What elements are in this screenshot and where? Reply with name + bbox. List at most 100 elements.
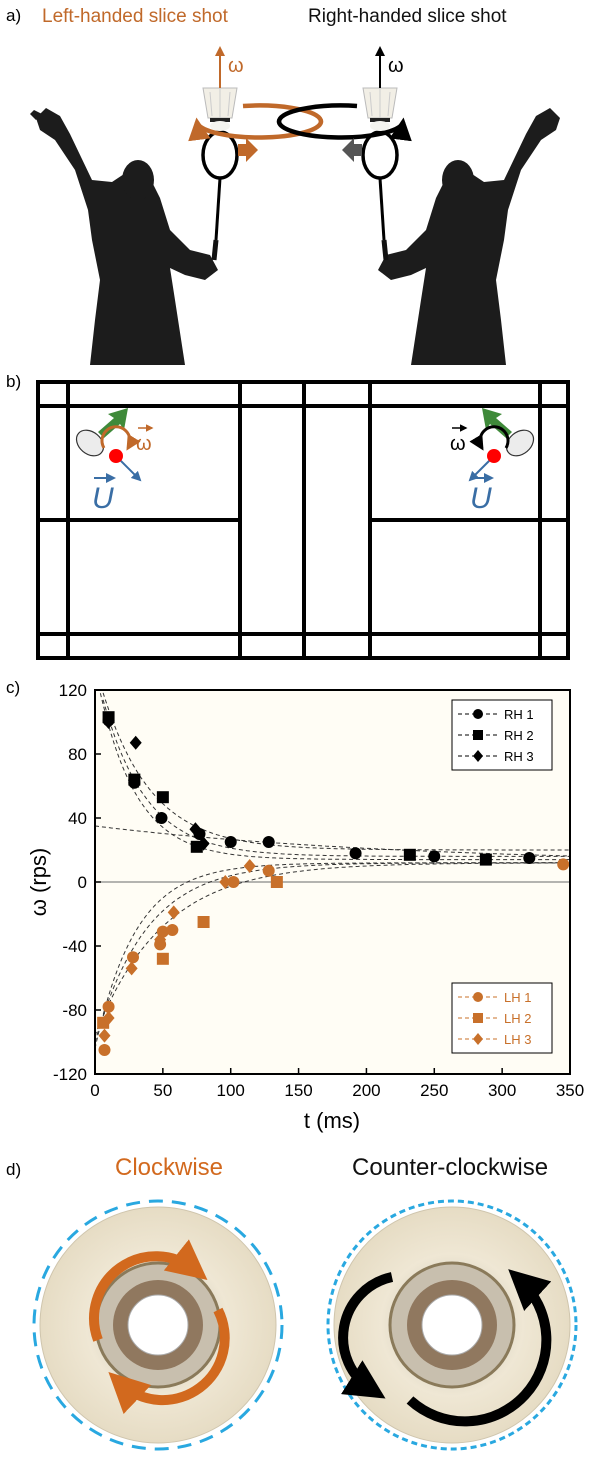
data-point-lh-3: [102, 1011, 115, 1025]
right-push-arrow: [342, 138, 362, 162]
panel-d-title-right: Counter-clockwise: [352, 1154, 549, 1181]
clockwise-flow-arrows: [32, 1199, 284, 1451]
data-point-lh-1: [227, 876, 240, 888]
legend-lh: LH 1 LH 2 LH 3: [451, 982, 553, 1054]
data-point-lh-3: [154, 932, 167, 947]
legend-label: RH 1: [504, 707, 534, 722]
counter-clockwise-arrow-left: [338, 1272, 394, 1399]
data-point-rh-1: [262, 836, 275, 848]
y-tick-label: 80: [68, 745, 87, 764]
y-tick-label: -80: [62, 1001, 87, 1020]
legend-label: RH 3: [504, 749, 534, 764]
data-point-lh-3: [125, 961, 138, 976]
panel-a-title-right: Right-handed slice shot: [308, 6, 507, 27]
legend-marker: [473, 750, 483, 762]
badminton-court-diagram: ω U ω U: [36, 380, 570, 660]
right-shuttlecock: [362, 87, 398, 131]
data-point-rh-1: [349, 847, 362, 860]
data-point-lh-1: [98, 1044, 111, 1056]
left-shuttle-dot: [109, 449, 123, 463]
legend-marker: [473, 1033, 483, 1045]
left-shuttlecock: [202, 87, 238, 131]
y-tick-label: 120: [59, 681, 87, 700]
right-rotation-arrow: [276, 103, 412, 142]
rh-fit-curve: [94, 825, 571, 857]
data-point-lh-2: [156, 952, 169, 965]
x-tick-label: 250: [420, 1081, 448, 1100]
data-point-lh-3: [98, 1028, 111, 1043]
panel-a-illustration: ω ω: [30, 46, 560, 365]
data-point-rh-1: [428, 850, 441, 863]
y-tick-label: -120: [53, 1065, 87, 1084]
y-tick-label: -40: [62, 937, 87, 956]
rh-fit-curve: [102, 699, 570, 857]
right-omega-label: ω: [450, 433, 466, 455]
legend-marker: [473, 730, 483, 740]
counter-clockwise-shuttle-photo: [326, 1199, 578, 1451]
x-tick-label: 50: [153, 1081, 172, 1100]
x-tick-label: 0: [90, 1081, 99, 1100]
legend-box: [451, 699, 553, 771]
x-tick-label: 300: [488, 1081, 516, 1100]
right-racket: [361, 130, 399, 261]
data-point-rh-2: [128, 773, 141, 786]
left-spin-arc: [100, 425, 141, 451]
legend-label: LH 1: [504, 990, 531, 1005]
legend-marker: [473, 709, 483, 719]
x-tick-label: 200: [352, 1081, 380, 1100]
left-racket: [201, 130, 239, 261]
lh-fit-curve: [94, 862, 570, 1049]
right-spin-arc: [469, 425, 510, 451]
left-omega-label: ω: [136, 433, 152, 455]
panel-a-label: a): [6, 6, 22, 25]
data-point-lh-2: [270, 876, 283, 888]
left-rotation-arrow: [188, 103, 324, 142]
data-point-rh-3: [189, 822, 202, 837]
panel-a-title-left: Left-handed slice shot: [42, 6, 228, 27]
data-point-rh-1: [523, 852, 536, 864]
spin-decay-chart: 0 50 100 150 200 250 300 350 120 80 40 0 -40 -80 -120…: [26, 681, 584, 1133]
data-point-rh-3: [129, 735, 142, 750]
panel-c-label: c): [6, 678, 21, 697]
panel-d-label: d): [6, 1160, 22, 1179]
x-axis-ticks: 0 50 100 150 200 250 300 350: [90, 1068, 584, 1100]
x-tick-label: 350: [556, 1081, 584, 1100]
legend-label: LH 2: [504, 1011, 531, 1026]
counter-clockwise-arrow-right: [406, 1269, 552, 1427]
data-point-lh-1: [166, 924, 179, 936]
legend-marker: [473, 1013, 483, 1023]
data-point-lh-1: [557, 858, 570, 871]
data-point-rh-3: [197, 836, 210, 851]
y-axis-label: ω (rps): [26, 848, 51, 917]
data-point-lh-1: [102, 1000, 115, 1013]
data-point-rh-2: [156, 791, 169, 804]
data-point-lh-1: [262, 864, 275, 877]
lh-fit-curve: [94, 862, 570, 1043]
data-point-rh-1: [155, 812, 168, 824]
x-tick-label: 100: [217, 1081, 245, 1100]
right-shuttle-dot: [487, 449, 501, 463]
left-racket-head: [75, 429, 105, 457]
data-point-lh-2: [197, 916, 210, 928]
legend-marker: [473, 992, 483, 1002]
shuttle-rotation-photos: [32, 1199, 578, 1451]
right-racket-head: [505, 429, 535, 457]
data-markers: [97, 711, 570, 1056]
y-axis-ticks: 120 80 40 0 -40 -80 -120: [53, 681, 101, 1084]
court-lines: [36, 380, 570, 660]
x-tick-label: 150: [284, 1081, 312, 1100]
data-point-lh-1: [127, 951, 139, 964]
legend-rh: RH 1 RH 2 RH 3: [451, 699, 553, 771]
data-point-rh-1: [224, 836, 237, 848]
left-velocity-label: U: [92, 482, 114, 515]
right-omega-symbol: ω: [388, 55, 404, 77]
right-velocity-label: U: [470, 482, 492, 515]
data-point-rh-3: [102, 715, 115, 729]
data-point-rh-2: [479, 853, 492, 866]
panel-b-label: b): [6, 372, 22, 391]
data-point-lh-3: [219, 875, 232, 889]
x-axis-label: t (ms): [304, 1108, 360, 1133]
right-player-silhouette: [378, 108, 560, 365]
y-tick-label: 0: [78, 873, 87, 892]
clockwise-arrow-bottom: [108, 1307, 230, 1415]
